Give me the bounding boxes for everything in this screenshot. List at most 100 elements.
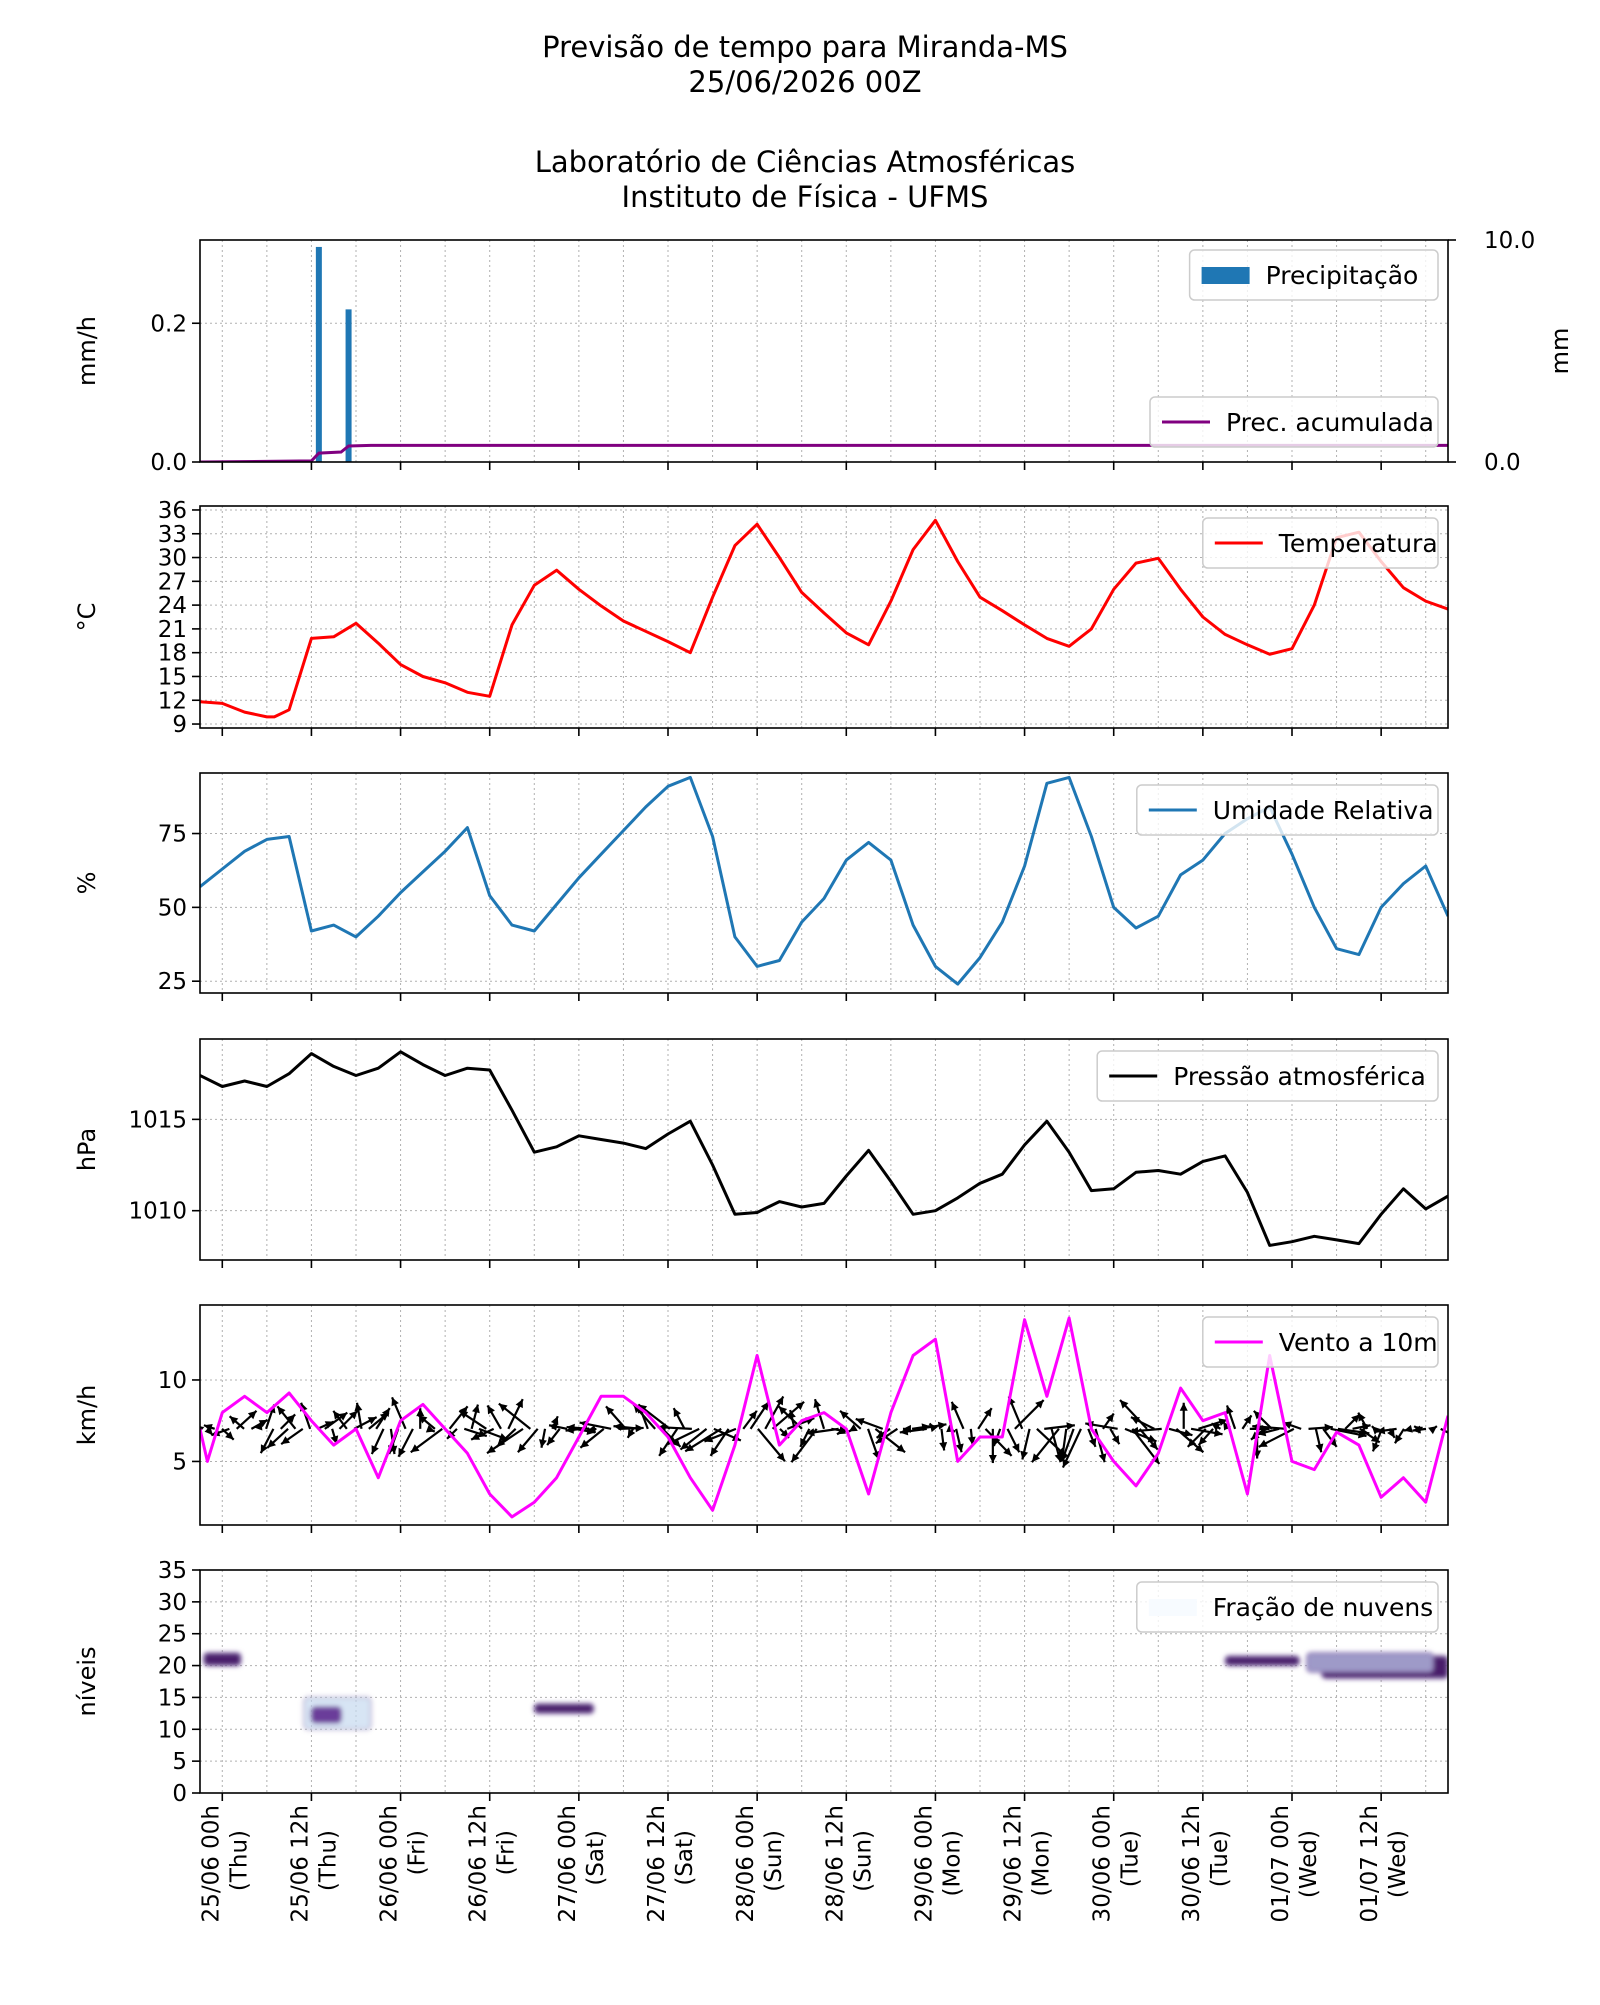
wind-arrow [988, 1428, 997, 1464]
x-tick-label: 27/06 00h (Sat) [555, 1805, 609, 1922]
legend-frame [1188, 249, 1439, 301]
wind-arrow [605, 1405, 627, 1430]
wind-arrow [397, 1428, 414, 1458]
wind-arrow [486, 1404, 502, 1430]
wind-arrow-head [1111, 1435, 1120, 1445]
wind-arrow [548, 1422, 568, 1431]
x-tick-day: (Fri) [405, 1830, 431, 1875]
wind-arrow [458, 1409, 487, 1430]
wind-arrow [1447, 1428, 1448, 1430]
wind-arrow [1006, 1428, 1021, 1453]
x-tick-day: (Thu) [315, 1830, 341, 1891]
wind-arrow-head [1088, 1437, 1097, 1447]
wind-arrow [1197, 1428, 1214, 1446]
wind-arrow-head [580, 1439, 590, 1448]
wind-arrow-head [1372, 1442, 1380, 1452]
legend-frame [1149, 396, 1439, 448]
x-tick-label: 28/06 00h (Sun) [733, 1805, 787, 1922]
wind-arrow [955, 1428, 964, 1453]
wind-arrow [848, 1424, 858, 1433]
plot-area [202, 1652, 1448, 1731]
x-tick-date: 26/06 00h [377, 1805, 403, 1922]
x-tick-date: 27/06 12h [644, 1805, 670, 1922]
wind-arrow [276, 1405, 297, 1430]
wind-arrow-head [659, 1446, 667, 1456]
panel-frame [199, 1304, 1449, 1526]
wind-arrow-head [929, 1423, 938, 1433]
y-ticks: 25 50 75 [158, 822, 200, 995]
wind-arrow [672, 1407, 686, 1430]
wind-arrow-head [459, 1410, 469, 1419]
wind-arrow-head [1130, 1417, 1140, 1425]
x-tick-date: 01/07 12h [1357, 1805, 1383, 1922]
wind-arrow-head [806, 1428, 815, 1437]
wind-arrow-head [672, 1438, 681, 1447]
accum-precip-line [200, 443, 1448, 462]
y-tick-label: 15 [158, 1685, 187, 1711]
chart-title: Previsão de tempo para Miranda-MS25/06/2… [535, 30, 1076, 214]
wind-arrow [950, 1401, 965, 1430]
cloud-patch [533, 1703, 595, 1715]
wind-arrow [1225, 1405, 1237, 1430]
x-tick-date: 30/06 12h [1179, 1805, 1205, 1922]
wind-arrow-head [333, 1410, 342, 1420]
wind-arrow [749, 1401, 770, 1430]
x-tick-label: 28/06 12h (Sun) [822, 1805, 876, 1922]
wind-arrow-head [487, 1445, 496, 1454]
wind-arrow [1344, 1413, 1361, 1430]
wind-arrow [658, 1428, 679, 1457]
wind-arrow-head [775, 1396, 784, 1406]
legend: Pressão atmosférica [1096, 1050, 1439, 1102]
wind-arrow-head [848, 1424, 858, 1432]
wind-arrow [332, 1410, 348, 1430]
x-tick-label: 01/07 00h (Wed) [1268, 1805, 1322, 1922]
wind-arrow [1094, 1428, 1107, 1463]
wind-arrow-head [1003, 1447, 1012, 1456]
wind-arrow [228, 1415, 245, 1430]
title-line: 25/06/2026 00Z [688, 65, 921, 99]
legend: Vento a 10m [1202, 1316, 1439, 1368]
right-axis: 0.0 10.0 mm [1448, 228, 1574, 476]
wind-arrow-head [247, 1410, 257, 1420]
y-tick-label: 20 [158, 1654, 187, 1680]
wind-arrow-head [855, 1417, 865, 1426]
wind-arrow-head [391, 1397, 399, 1407]
x-tick-date: 29/06 12h [1001, 1805, 1027, 1922]
wind-arrow [928, 1422, 938, 1433]
wind-arrow-head [229, 1416, 239, 1425]
series-line [200, 1050, 1448, 1247]
wind-arrow-head [939, 1442, 948, 1451]
wind-arrow [486, 1427, 524, 1455]
y-ticks: 0.0 0.2 [150, 311, 200, 476]
wind-arrow [1412, 1425, 1427, 1434]
y-tick-label: 75 [158, 822, 187, 848]
wind-arrow-head [896, 1444, 906, 1453]
series-line [200, 1316, 1448, 1519]
wind-arrow-head [704, 1434, 714, 1443]
wind-arrow-head [587, 1425, 597, 1434]
wind-arrow [626, 1428, 636, 1439]
x-tick-label: 25/06 00h (Thu) [198, 1805, 252, 1922]
wind-arrow-head [547, 1436, 556, 1446]
panel-3: 25 50 75% Umidade Relativa [73, 772, 1449, 1001]
wind-arrow [684, 1427, 722, 1453]
wind-arrow [899, 1427, 927, 1436]
wind-arrow-head [354, 1402, 363, 1412]
y-axis-label: mm/h [73, 316, 101, 386]
wind-arrow [1186, 1428, 1207, 1448]
wind-arrow-head [1179, 1402, 1188, 1411]
wind-arrow-head [267, 1439, 276, 1448]
wind-arrow [657, 1423, 692, 1432]
wind-arrow-head [1328, 1438, 1337, 1447]
wind-arrow-head [517, 1443, 527, 1453]
wind-arrow [354, 1402, 363, 1430]
wind-arrow-head [1105, 1413, 1114, 1423]
legend-label: Prec. acumulada [1226, 408, 1434, 437]
series-line [200, 518, 1448, 719]
wind-arrow-head [1404, 1424, 1413, 1433]
panel-frame [199, 1569, 1449, 1794]
panel-4: 1010 1015 hPa Pressão atmosférica [73, 1038, 1449, 1268]
wind-arrow-head [983, 1408, 992, 1418]
y-tick-label: 35 [158, 1558, 187, 1584]
y-tick-label: 15 [158, 664, 187, 690]
